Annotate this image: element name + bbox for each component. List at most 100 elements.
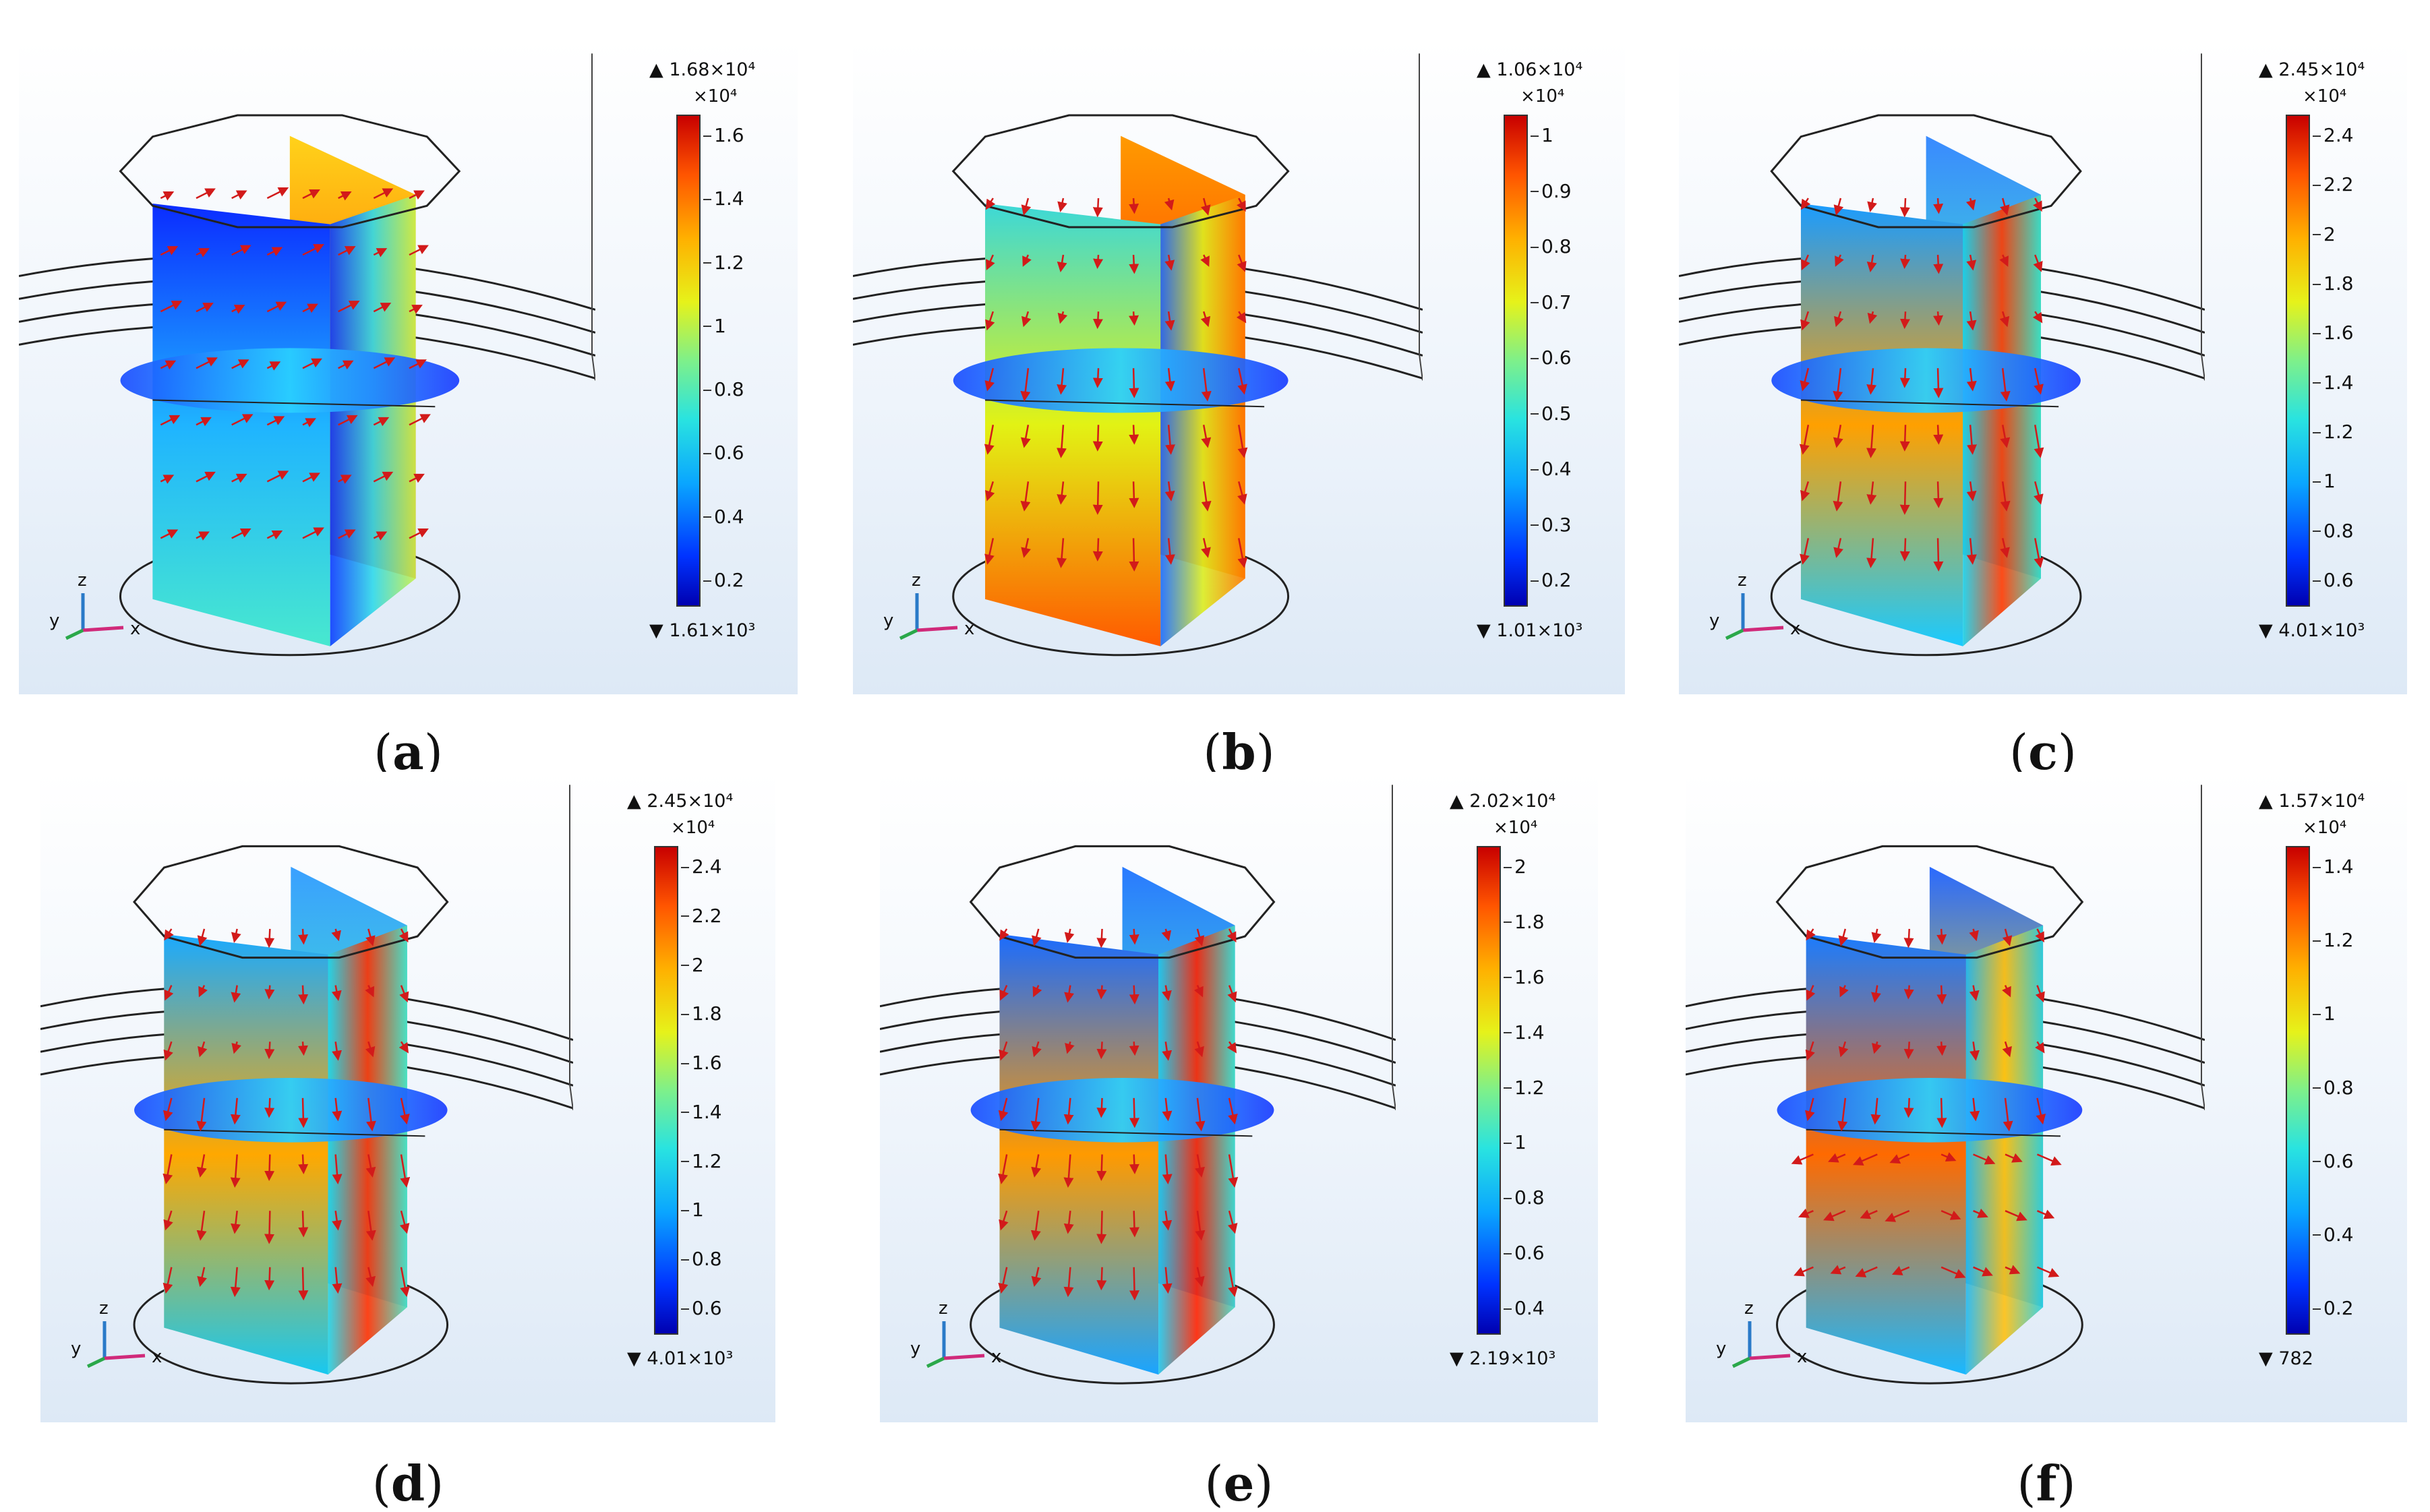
field-vector-arrow bbox=[302, 473, 320, 483]
colorbar-tick-label: 1.4 bbox=[703, 187, 744, 210]
field-vector-arrow bbox=[1129, 1267, 1140, 1301]
field-vector-arrow bbox=[999, 1210, 1009, 1231]
z-axis-label: z bbox=[78, 570, 87, 591]
field-vector-arrow bbox=[1833, 481, 1843, 512]
disc-edge bbox=[1806, 1128, 2061, 1137]
field-vector-arrow bbox=[1833, 538, 1843, 558]
field-vector-arrow bbox=[1889, 1153, 1910, 1164]
field-vector-arrow bbox=[196, 531, 210, 541]
field-vector-arrow bbox=[1966, 254, 1977, 271]
caption-open-paren: ( bbox=[1204, 1455, 1224, 1512]
colorbar-tick-label: 0.9 bbox=[1531, 179, 1572, 202]
field-vector-arrow bbox=[1063, 1211, 1074, 1234]
field-vector-arrow bbox=[1057, 254, 1067, 272]
top-boundary bbox=[1770, 114, 2082, 229]
field-vector-arrow bbox=[1940, 1210, 1961, 1220]
colorbar-multiplier: ×10⁴ bbox=[1520, 86, 1565, 107]
field-vector-arrow bbox=[1228, 1097, 1238, 1125]
field-vector-arrow bbox=[1164, 311, 1175, 331]
field-vector-arrow bbox=[1226, 928, 1237, 943]
field-vector-arrow bbox=[1838, 1041, 1849, 1058]
colorbar-tick-label: 2.2 bbox=[681, 904, 722, 927]
field-vector-arrow bbox=[409, 305, 423, 314]
disc-edge bbox=[164, 1128, 425, 1137]
caption-letter: a bbox=[392, 723, 424, 781]
caption-close-paren: ) bbox=[1254, 1455, 1274, 1512]
field-vector-arrow bbox=[1032, 985, 1042, 998]
z-axis-label: z bbox=[99, 1298, 109, 1319]
field-vector-arrow bbox=[1201, 481, 1212, 512]
y-axis bbox=[1725, 628, 1744, 640]
y-axis-label: y bbox=[1716, 1339, 1726, 1359]
field-vector-arrow bbox=[1200, 311, 1211, 328]
field-vector-arrow bbox=[1791, 1153, 1814, 1165]
field-vector-arrow bbox=[1227, 1210, 1238, 1234]
field-vector-arrow bbox=[1162, 1097, 1173, 1122]
field-vector-arrow bbox=[264, 1097, 275, 1118]
colorbar-tick-label: 0.3 bbox=[1531, 513, 1572, 536]
panel-caption-e: (e) bbox=[1104, 1459, 1374, 1509]
field-vector-arrow bbox=[1057, 311, 1068, 324]
field-vector-arrow bbox=[398, 1041, 409, 1054]
field-vector-arrow bbox=[365, 1041, 376, 1058]
field-vector-arrow bbox=[1194, 928, 1205, 946]
caption-letter: e bbox=[1223, 1455, 1255, 1512]
field-vector-arrow bbox=[2036, 1153, 2062, 1166]
caption-open-paren: ( bbox=[1203, 724, 1222, 781]
field-plane-side bbox=[330, 194, 416, 646]
field-vector-arrow bbox=[409, 414, 431, 426]
field-vector-arrow bbox=[264, 1154, 275, 1182]
colorbar-tick-label: 0.4 bbox=[1531, 458, 1572, 480]
field-vector-arrow bbox=[1837, 1097, 1848, 1132]
field-vector-arrow bbox=[1164, 368, 1175, 392]
field-vector-arrow bbox=[1129, 1097, 1139, 1128]
field-vector-arrow bbox=[1201, 425, 1212, 448]
field-vector-arrow bbox=[409, 190, 425, 200]
domain-edge bbox=[2201, 53, 2205, 381]
x-axis bbox=[1749, 1354, 1791, 1360]
field-vector-arrow bbox=[230, 1097, 241, 1125]
field-vector-arrow bbox=[2034, 481, 2044, 505]
field-vector-arrow bbox=[331, 928, 341, 942]
x-axis-label: x bbox=[991, 1347, 1001, 1367]
colorbar-min-label: ▼ 1.61×10³ bbox=[649, 620, 756, 641]
simulation-panel-e: z x y ▲ 2.02×10⁴ ×10⁴ 0.4 0.6 0.8 1 1.2 1.4 1.6 1.8 2… bbox=[880, 772, 1598, 1422]
field-vector-arrow bbox=[1237, 538, 1248, 568]
field-vector-arrow bbox=[1834, 311, 1844, 328]
field-vector-arrow bbox=[338, 246, 356, 256]
field-vector-arrow bbox=[1237, 367, 1247, 395]
field-vector-arrow bbox=[1871, 928, 1882, 943]
colorbar-tick-label: 2 bbox=[2313, 222, 2336, 245]
x-axis bbox=[104, 1354, 146, 1360]
disc-edge bbox=[152, 399, 436, 408]
colorbar-tick-label: 0.8 bbox=[2313, 1076, 2354, 1099]
field-vector-arrow bbox=[409, 245, 429, 256]
top-boundary bbox=[951, 114, 1290, 229]
field-vector-arrow bbox=[400, 1267, 410, 1298]
field-vector-arrow bbox=[373, 303, 392, 313]
field-vector-arrow bbox=[1806, 985, 1816, 1001]
field-vector-arrow bbox=[2000, 538, 2010, 558]
panel-caption-d: (d) bbox=[273, 1459, 543, 1509]
colorbar-tick-label: 1 bbox=[2313, 1002, 2336, 1025]
colorbar-tick-label: 0.2 bbox=[2313, 1297, 2354, 1319]
field-vector-arrow bbox=[230, 1154, 241, 1188]
field-vector-arrow bbox=[1195, 1097, 1206, 1132]
field-vector-arrow bbox=[231, 528, 251, 539]
field-plot-scene: z x y bbox=[19, 53, 595, 657]
field-vector-arrow bbox=[1227, 985, 1237, 1003]
field-vector-arrow bbox=[231, 1211, 241, 1234]
top-boundary bbox=[133, 845, 449, 959]
field-vector-arrow bbox=[373, 417, 390, 427]
simulation-panel-a: z x y ▲ 1.68×10⁴ ×10⁴ 0.2 0.4 0.6 0.8 1 1.2 1.4 1.6 ▼… bbox=[19, 40, 798, 694]
domain-edge bbox=[1419, 53, 1423, 381]
caption-close-paren: ) bbox=[423, 724, 443, 781]
field-vector-arrow bbox=[985, 198, 996, 210]
field-vector-arrow bbox=[1065, 1041, 1075, 1054]
field-vector-arrow bbox=[1162, 1154, 1173, 1185]
field-vector-arrow bbox=[1969, 1097, 1980, 1122]
y-axis-label: y bbox=[883, 611, 893, 631]
field-plot-scene: z x y bbox=[853, 53, 1423, 657]
field-vector-arrow bbox=[1835, 254, 1844, 267]
